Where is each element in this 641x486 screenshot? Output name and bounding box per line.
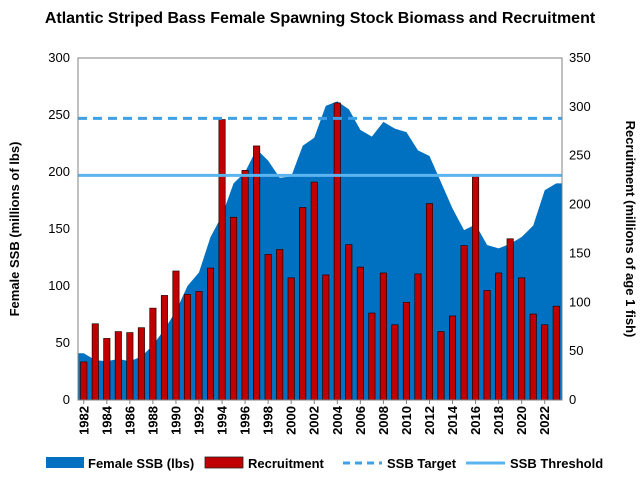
- recruitment-bar: [529, 313, 537, 401]
- recruitment-bar: [356, 266, 364, 401]
- recruitment-bar: [368, 312, 376, 401]
- x-tick-label: 2004: [330, 405, 345, 435]
- recruitment-bar: [230, 216, 238, 401]
- recruitment-bar: [506, 238, 514, 401]
- recruitment-bar: [195, 291, 203, 401]
- recruitment-bar: [126, 332, 134, 401]
- y-axis-label-right: Recruitment (millions of age 1 fish): [623, 121, 638, 338]
- recruitment-bar: [253, 145, 261, 401]
- recruitment-bar: [207, 267, 215, 401]
- x-tick-label: 2014: [445, 405, 460, 435]
- recruitment-bar: [483, 290, 491, 401]
- right-tick-label: 300: [569, 99, 591, 114]
- x-tick-label: 2008: [376, 406, 391, 435]
- recruitment-bar: [287, 277, 295, 401]
- x-tick-label: 1998: [261, 406, 276, 435]
- x-tick-label: 1990: [168, 406, 183, 435]
- recruitment-bar: [379, 272, 387, 401]
- y-axis-label-left: Female SSB (millions of lbs): [7, 142, 22, 317]
- left-tick-label: 50: [56, 335, 70, 350]
- recruitment-bar: [414, 273, 422, 401]
- legend-label-ssb: Female SSB (lbs): [88, 456, 194, 471]
- x-tick-label: 2012: [422, 406, 437, 435]
- recruitment-bar: [495, 272, 503, 401]
- recruitment-bar: [310, 181, 318, 401]
- recruitment-bar: [322, 274, 330, 401]
- recruitment-bars: [80, 102, 560, 401]
- x-tick-label: 1996: [238, 406, 253, 435]
- x-tick-label: 1988: [145, 406, 160, 435]
- chart-title: Atlantic Striped Bass Female Spawning St…: [45, 10, 596, 27]
- x-tick-label: 2022: [537, 406, 552, 435]
- left-tick-label: 200: [48, 164, 70, 179]
- recruitment-bar: [276, 249, 284, 401]
- recruitment-bar: [299, 207, 307, 401]
- recruitment-bar: [518, 277, 526, 401]
- recruitment-bar: [218, 119, 226, 401]
- legend-swatch-ssb: [46, 457, 84, 468]
- recruitment-bar: [91, 323, 99, 401]
- recruitment-bar: [137, 327, 145, 401]
- left-tick-label: 100: [48, 278, 70, 293]
- x-axis-ticks: 1982 1984 1986 1988 1990 1992 1994 1996 1998 2000…: [76, 400, 552, 435]
- x-tick-label: 1994: [215, 405, 230, 435]
- right-tick-label: 100: [569, 294, 591, 309]
- recruitment-bar: [552, 305, 560, 401]
- x-tick-label: 2018: [491, 406, 506, 435]
- recruitment-bar: [103, 338, 111, 401]
- x-tick-label: 2000: [284, 406, 299, 435]
- legend-label-target: SSB Target: [387, 456, 457, 471]
- recruitment-bar: [402, 301, 410, 401]
- left-tick-label: 150: [48, 221, 70, 236]
- recruitment-bar: [449, 315, 457, 401]
- x-tick-label: 1992: [192, 406, 207, 435]
- x-tick-label: 2016: [468, 406, 483, 435]
- right-tick-label: 150: [569, 245, 591, 260]
- recruitment-bar: [172, 270, 180, 401]
- x-tick-label: 1986: [122, 406, 137, 435]
- recruitment-bar: [149, 307, 157, 401]
- x-tick-label: 2006: [353, 406, 368, 435]
- recruitment-bar: [333, 102, 341, 401]
- x-tick-label: 1982: [76, 406, 91, 435]
- right-tick-label: 0: [569, 392, 576, 407]
- legend-label-recruitment: Recruitment: [248, 456, 325, 471]
- right-tick-label: 50: [569, 343, 583, 358]
- recruitment-bar: [460, 245, 468, 401]
- recruitment-bar: [541, 324, 549, 401]
- recruitment-bar: [80, 361, 88, 401]
- recruitment-bar: [391, 324, 399, 401]
- left-tick-label: 250: [48, 107, 70, 122]
- legend: Female SSB (lbs) Recruitment SSB Target …: [46, 456, 603, 471]
- plot-border: [77, 57, 563, 401]
- legend-label-threshold: SSB Threshold: [510, 456, 603, 471]
- recruitment-bar: [160, 295, 168, 401]
- x-tick-label: 2002: [307, 406, 322, 435]
- legend-swatch-recruitment: [204, 456, 244, 469]
- x-tick-label: 1984: [99, 405, 114, 435]
- recruitment-bar: [437, 331, 445, 401]
- recruitment-bar: [114, 331, 122, 401]
- x-tick-label: 2020: [514, 406, 529, 435]
- recruitment-bar: [425, 203, 433, 401]
- recruitment-bar: [472, 175, 480, 401]
- recruitment-bar: [345, 244, 353, 401]
- x-tick-label: 2010: [399, 406, 414, 435]
- left-tick-label: 0: [63, 392, 70, 407]
- right-tick-label: 250: [569, 148, 591, 163]
- recruitment-bar: [264, 254, 272, 401]
- left-tick-label: 300: [48, 50, 70, 65]
- right-axis-ticks: 0 50 100 150 200 250 300 350: [569, 50, 591, 407]
- left-axis-ticks: 0 50 100 150 200 250 300: [48, 50, 70, 407]
- right-tick-label: 350: [569, 50, 591, 65]
- recruitment-bar: [183, 294, 191, 401]
- recruitment-bar: [241, 170, 249, 401]
- right-tick-label: 200: [569, 197, 591, 212]
